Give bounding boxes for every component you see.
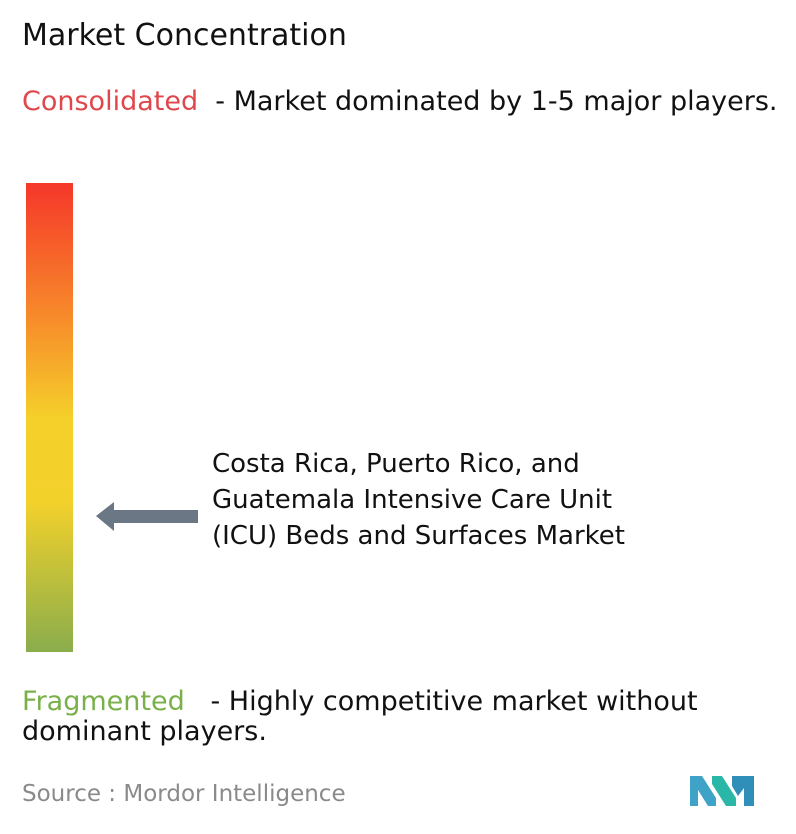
- arrow-shape: [96, 502, 198, 531]
- gradient-bar: [26, 183, 73, 652]
- source-label: Source :: [22, 781, 117, 807]
- logo-part: [690, 776, 716, 806]
- fragmented: Fragmented - Highly competitive market w…: [22, 687, 787, 747]
- fragmented-description: - Highly competitive market without domi…: [22, 686, 698, 747]
- consolidated: Consolidated - Market dominated by 1-5 m…: [22, 87, 787, 117]
- logo-part: [712, 776, 736, 806]
- logo-part: [732, 776, 754, 806]
- source-name: Mordor Intelligence: [123, 781, 346, 807]
- market-label: Costa Rica, Puerto Rico, and Guatemala I…: [212, 449, 625, 551]
- logo: [690, 776, 754, 806]
- title: Market Concentration: [22, 18, 347, 53]
- arrow: [96, 502, 198, 531]
- consolidated-description: - Market dominated by 1-5 major players.: [215, 86, 778, 117]
- consolidated-label: Consolidated: [22, 86, 199, 117]
- fragmented-label: Fragmented: [22, 686, 185, 717]
- source: Source : Mordor Intelligence: [22, 781, 346, 807]
